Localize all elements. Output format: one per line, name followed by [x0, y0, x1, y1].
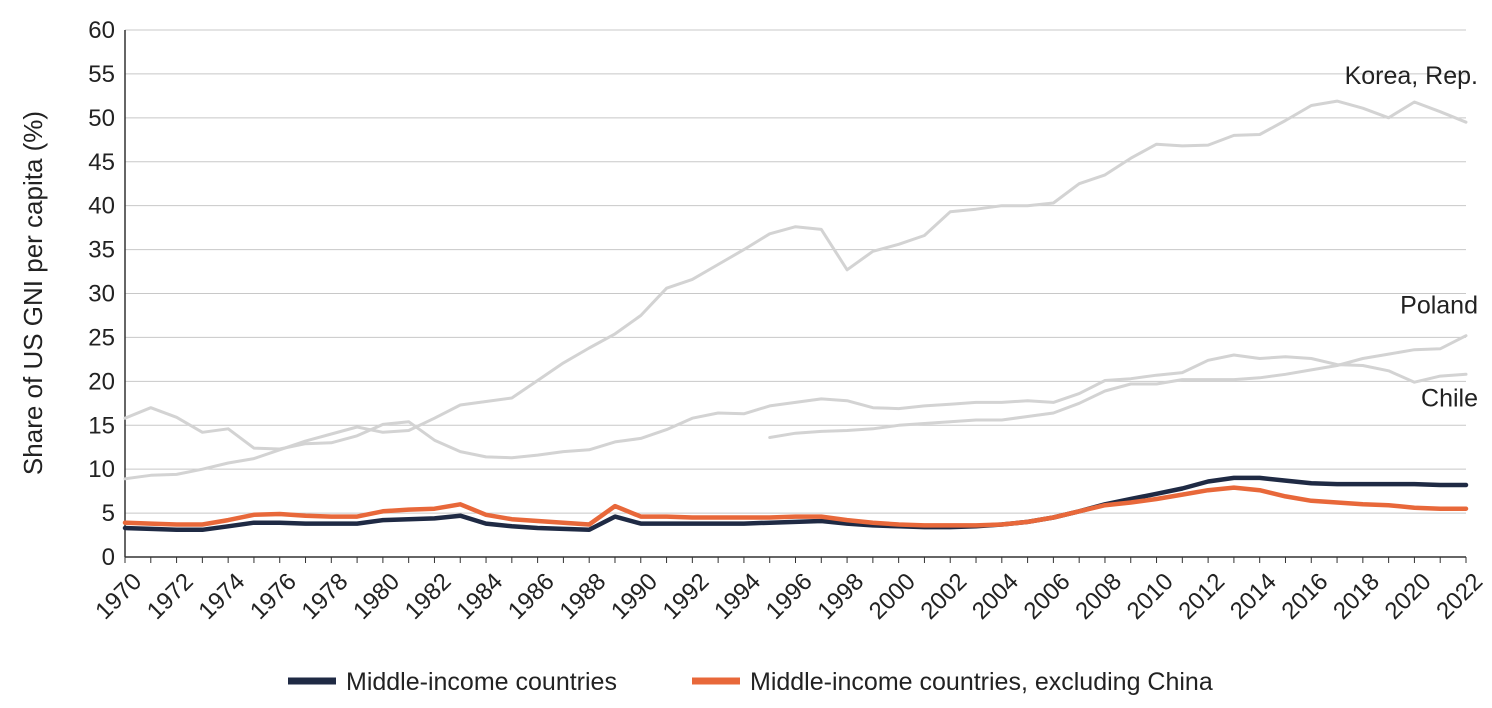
x-tick-label: 2014: [1225, 568, 1282, 625]
y-axis-label: Share of US GNI per capita (%): [18, 111, 48, 475]
line-chart: 051015202530354045505560 197019721974197…: [0, 0, 1492, 708]
x-tick-label: 2016: [1277, 568, 1334, 625]
line-annotations: Korea, Rep. Poland Chile: [1345, 62, 1478, 412]
y-tick-label: 55: [88, 61, 115, 88]
y-tick-label: 0: [102, 544, 115, 571]
annotation-label: Poland: [1400, 292, 1478, 320]
x-tick-label: 1994: [709, 568, 766, 625]
annotation-label: Chile: [1421, 384, 1478, 412]
x-tick-label: 1974: [193, 568, 250, 625]
y-tick-labels: 0 5 10 15 20 25 30 35 40 45 50 55 60: [88, 17, 115, 571]
x-tick-label: 2006: [1019, 568, 1076, 625]
x-tick-label: 1990: [606, 568, 663, 625]
series-line-poland: [770, 336, 1466, 438]
legend: Middle-income countries Middle-income cou…: [288, 668, 1213, 696]
x-tick-label: 1982: [400, 568, 457, 625]
y-tick-label: 15: [88, 412, 115, 439]
gridlines: [125, 30, 1466, 513]
annotation-label: Korea, Rep.: [1345, 62, 1478, 90]
y-tick-label: 35: [88, 237, 115, 264]
series-line-chile: [125, 355, 1466, 458]
y-tick-label: 10: [88, 456, 115, 483]
x-tick-label: 2004: [967, 568, 1024, 625]
y-tick-label: 60: [88, 17, 115, 44]
y-tick-label: 30: [88, 281, 115, 308]
x-tick-label: 1978: [297, 568, 354, 625]
y-tick-label: 20: [88, 368, 115, 395]
x-tick-label: 1972: [142, 568, 199, 625]
y-tick-label: 40: [88, 193, 115, 220]
x-tick-label: 2018: [1328, 568, 1385, 625]
x-tick-label: 2020: [1380, 568, 1437, 625]
series-line-korea-rep: [125, 101, 1466, 479]
x-tick-labels: 1970197219741976197819801982198419861988…: [90, 568, 1488, 625]
y-tick-label: 5: [102, 500, 115, 527]
x-tick-label: 2010: [1122, 568, 1179, 625]
x-tick-label: 1980: [348, 568, 405, 625]
x-tick-label: 2022: [1431, 568, 1488, 625]
y-tick-label: 25: [88, 324, 115, 351]
x-tick-label: 1996: [761, 568, 818, 625]
x-tick-label: 2002: [916, 568, 973, 625]
x-tick-label: 1988: [554, 568, 611, 625]
series-line-middle-income-countries: [125, 478, 1466, 530]
legend-label: Middle-income countries, excluding China: [750, 668, 1213, 696]
x-tick-label: 2012: [1173, 568, 1230, 625]
x-tick-label: 1970: [90, 568, 147, 625]
x-tick-label: 1992: [658, 568, 715, 625]
legend-label: Middle-income countries: [346, 668, 617, 696]
x-tick-label: 1986: [503, 568, 560, 625]
x-tick-label: 1998: [812, 568, 869, 625]
axes: [125, 30, 1466, 563]
x-tick-label: 2000: [864, 568, 921, 625]
y-tick-label: 45: [88, 149, 115, 176]
y-tick-label: 50: [88, 105, 115, 132]
series-lines: [125, 101, 1466, 530]
x-tick-label: 2008: [1070, 568, 1127, 625]
x-tick-label: 1976: [245, 568, 302, 625]
x-tick-label: 1984: [451, 568, 508, 625]
